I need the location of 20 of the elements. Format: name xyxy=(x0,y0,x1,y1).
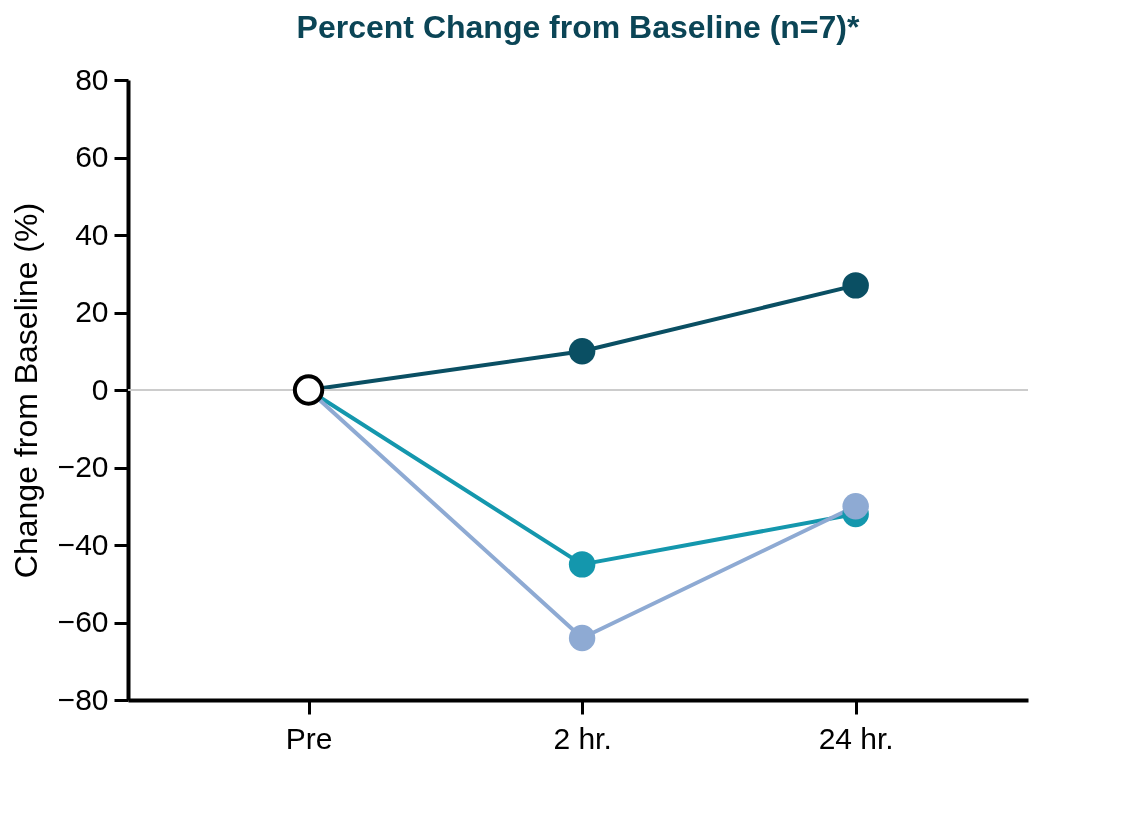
chart-title: Percent Change from Baseline (n=7)* xyxy=(296,9,860,45)
y-axis-title: Change from Baseline (%) xyxy=(7,202,44,579)
point xyxy=(292,374,325,406)
x-tick-label: Pre xyxy=(285,721,333,755)
x-tick-label: 24 hr. xyxy=(818,721,894,755)
y-tick-label: 40 xyxy=(75,217,109,251)
y-tick-label: −40 xyxy=(57,527,109,561)
point xyxy=(842,272,869,299)
y-tick-label: −60 xyxy=(57,605,109,638)
y-tick-label: 60 xyxy=(75,140,109,173)
y-tick-label: −20 xyxy=(57,450,109,483)
y-tick-label: 0 xyxy=(91,372,109,406)
x-tick-label: 2 hr. xyxy=(553,721,612,755)
point xyxy=(568,338,596,365)
y-tick-label: 20 xyxy=(75,295,109,328)
y-tick-label: 80 xyxy=(75,62,109,96)
point xyxy=(568,551,596,578)
point xyxy=(568,624,596,652)
point xyxy=(842,493,869,520)
y-tick-label: −80 xyxy=(57,682,109,716)
